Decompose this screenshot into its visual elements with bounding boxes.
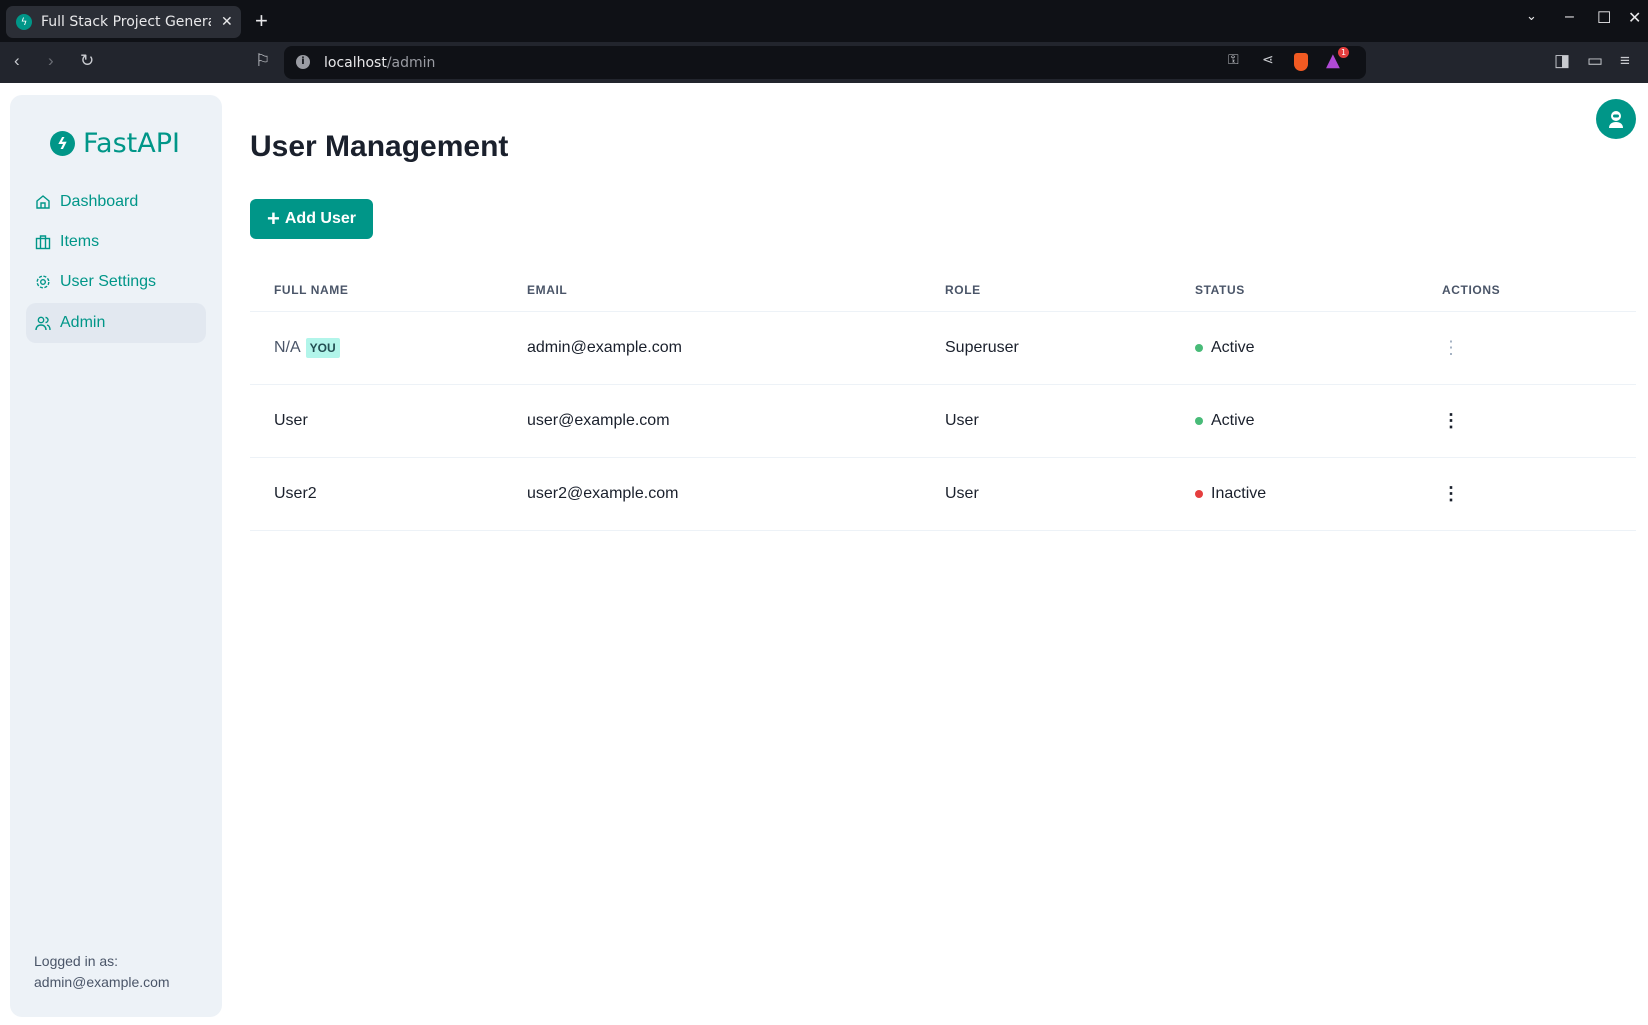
url-path: /admin — [386, 54, 436, 71]
plus-icon: + — [267, 206, 280, 231]
site-info-icon[interactable]: i — [296, 55, 310, 69]
email-cell: admin@example.com — [527, 339, 682, 356]
add-user-label: Add User — [284, 210, 356, 227]
sidebar-item-label: Dashboard — [60, 193, 139, 210]
menu-icon[interactable]: ≡ — [1620, 51, 1630, 70]
close-tab-icon[interactable]: ✕ — [221, 14, 233, 30]
table-row: N/A YOU admin@example.com Superuser Activ… — [250, 312, 1636, 385]
sidebar-item-label: User Settings — [60, 273, 157, 290]
logged-in-email: admin@example.com — [34, 974, 170, 990]
column-header-role: ROLE — [945, 282, 981, 297]
full-name: N/A — [274, 339, 301, 356]
sidebar-item-label: Items — [60, 233, 100, 250]
wallet-icon[interactable]: ▭ — [1587, 51, 1604, 70]
maximize-button[interactable]: ☐ — [1597, 10, 1612, 27]
full-name-cell: N/A YOU — [274, 338, 340, 358]
tab-title: Full Stack Project Generator — [41, 14, 211, 30]
column-header-full-name: FULL NAME — [274, 282, 349, 297]
logged-in-info: Logged in as: admin@example.com — [34, 951, 170, 993]
status-text: Active — [1211, 339, 1255, 356]
users-table: FULL NAME EMAIL ROLE STATUS ACTIONS N/A Y… — [250, 268, 1636, 531]
logo-text: FastAPI — [83, 128, 180, 159]
column-header-email: EMAIL — [527, 282, 568, 297]
page-title: User Management — [250, 130, 509, 163]
url-host: localhost — [324, 54, 387, 71]
key-icon[interactable]: ⚿ — [1228, 52, 1239, 68]
sidebar-item-label: Admin — [60, 314, 106, 331]
gear-icon — [36, 275, 50, 289]
role-cell: Superuser — [945, 339, 1019, 356]
status-dot — [1195, 490, 1203, 498]
email-cell: user@example.com — [527, 412, 670, 429]
user-menu-button[interactable] — [1596, 99, 1636, 139]
column-header-actions: ACTIONS — [1442, 282, 1501, 297]
browser-toolbar: ‹ › ↻ ⚐ i localhost/admin ⚿ ⋖ ▲ 1 ◨ ▭ ≡ — [0, 42, 1648, 83]
table-row: User2 user2@example.com User Inactive ⋮ — [250, 458, 1636, 531]
logged-in-label: Logged in as: — [34, 953, 119, 969]
fastapi-logo[interactable]: ϟ FastAPI — [50, 128, 180, 159]
home-icon — [36, 195, 50, 209]
browser-tab-bar: ϟ Full Stack Project Generator ✕ + ⌄ – ☐… — [0, 0, 1648, 42]
role-cell: User — [945, 485, 979, 502]
sidebar-item-admin[interactable]: Admin — [26, 303, 206, 343]
browser-tab[interactable]: ϟ Full Stack Project Generator ✕ — [6, 6, 241, 38]
brave-rewards-icon[interactable]: ▲ — [1326, 50, 1340, 71]
email-cell: user2@example.com — [527, 485, 679, 502]
actions-menu-button[interactable]: ⋮ — [1442, 337, 1460, 358]
address-bar[interactable]: i localhost/admin ⚿ ⋖ ▲ 1 — [284, 46, 1366, 79]
fastapi-favicon-icon: ϟ — [16, 14, 32, 30]
back-icon[interactable]: ‹ — [14, 51, 20, 70]
sidebar-toggle-icon[interactable]: ◨ — [1554, 51, 1571, 70]
briefcase-icon — [35, 235, 51, 250]
users-icon — [35, 316, 51, 331]
sidebar-item-dashboard[interactable]: Dashboard — [26, 182, 206, 222]
minimize-button[interactable]: – — [1565, 8, 1574, 25]
notification-badge: 1 — [1338, 47, 1349, 58]
brave-shields-icon[interactable] — [1294, 53, 1308, 71]
reload-icon[interactable]: ↻ — [80, 51, 95, 70]
tab-search-chevron-icon[interactable]: ⌄ — [1526, 8, 1537, 23]
status-dot — [1195, 344, 1203, 352]
status-text: Active — [1211, 412, 1255, 429]
bookmark-icon[interactable]: ⚐ — [255, 51, 271, 70]
actions-menu-button[interactable]: ⋮ — [1442, 410, 1460, 431]
forward-icon[interactable]: › — [48, 51, 54, 70]
status-cell: Inactive — [1195, 485, 1266, 503]
table-header: FULL NAME EMAIL ROLE STATUS ACTIONS — [250, 268, 1636, 312]
actions-menu-button[interactable]: ⋮ — [1442, 483, 1460, 504]
status-cell: Active — [1195, 412, 1255, 430]
role-cell: User — [945, 412, 979, 429]
close-window-button[interactable]: ✕ — [1628, 10, 1642, 27]
table-row: User user@example.com User Active ⋮ — [250, 385, 1636, 458]
full-name-cell: User — [274, 412, 308, 429]
sidebar-item-items[interactable]: Items — [26, 222, 206, 262]
column-header-status: STATUS — [1195, 282, 1245, 297]
status-cell: Active — [1195, 339, 1255, 357]
fastapi-logo-icon: ϟ — [50, 131, 75, 156]
sidebar-item-user-settings[interactable]: User Settings — [26, 262, 206, 302]
status-text: Inactive — [1211, 485, 1267, 502]
status-dot — [1195, 417, 1203, 425]
share-icon[interactable]: ⋖ — [1262, 52, 1274, 68]
sidebar: ϟ FastAPI Dashboard Items User Settings A… — [10, 95, 222, 1017]
user-avatar-icon — [1609, 111, 1623, 128]
new-tab-button[interactable]: + — [255, 8, 268, 33]
full-name-cell: User2 — [274, 485, 317, 502]
you-badge: YOU — [305, 338, 340, 358]
add-user-button[interactable]: + Add User — [250, 199, 373, 239]
